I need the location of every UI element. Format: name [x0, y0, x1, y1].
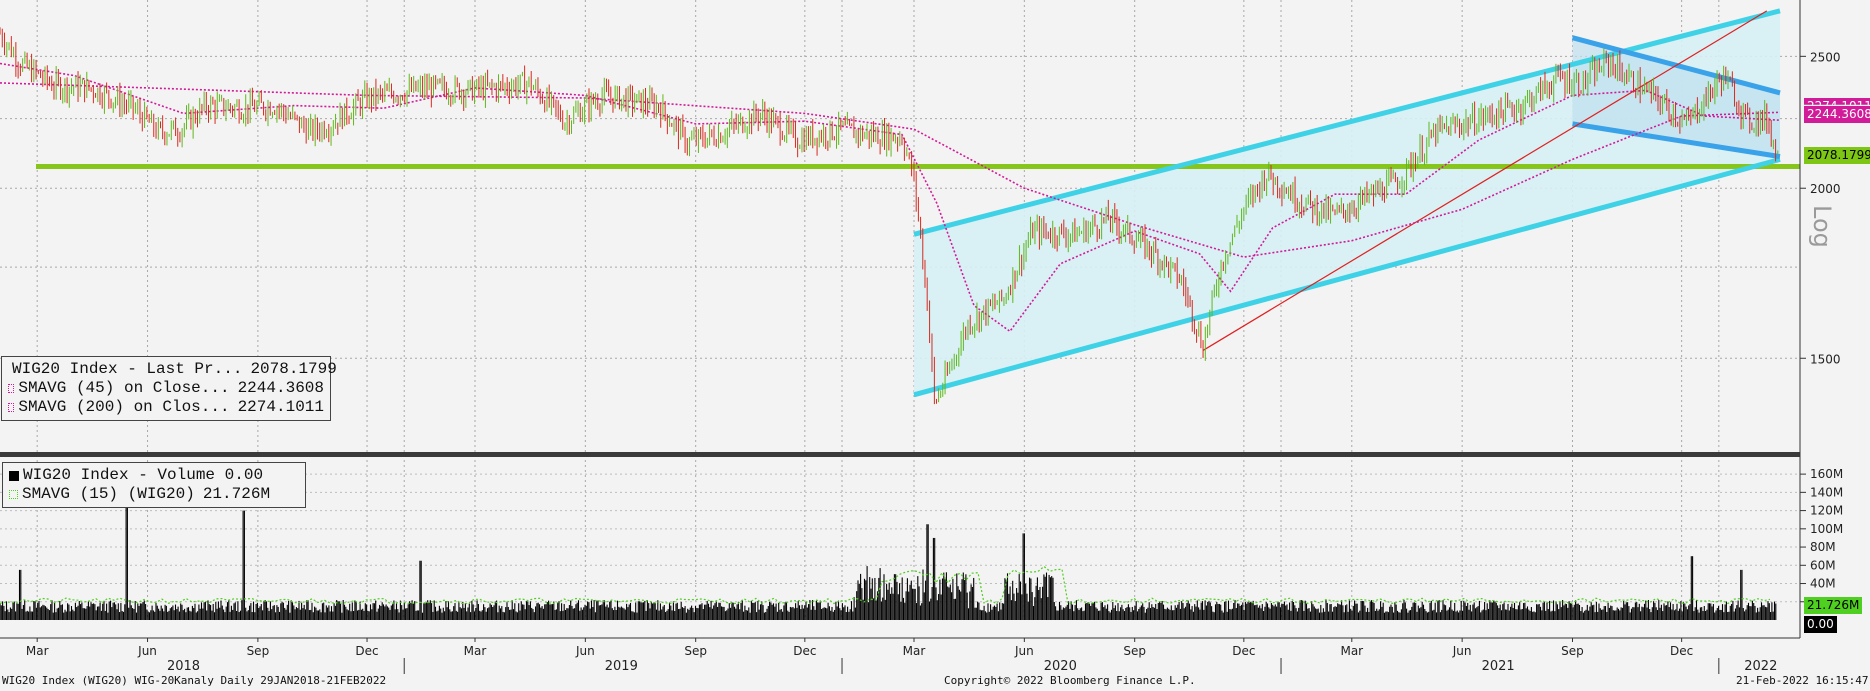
red-trendline	[1202, 10, 1768, 351]
x-tick-label: Dec	[793, 644, 816, 658]
legend-sma45-name: SMAVG (45) on Close...	[18, 379, 230, 397]
x-tick-label: Sep	[1561, 644, 1584, 658]
volume-bars	[0, 501, 1777, 620]
sma15-swatch-icon	[9, 490, 18, 499]
trend-channel-upper	[913, 8, 1781, 237]
legend-row-sma45: SMAVG (45) on Close... 2244.3608	[8, 379, 324, 398]
legend-row-volume: WIG20 Index - Volume 0.00	[9, 466, 299, 485]
vol-tick-label: 160M	[1810, 467, 1843, 481]
x-tick-label: Jun	[137, 644, 157, 658]
y-tick-label: 1500	[1810, 352, 1841, 366]
vol-tick-label: 60M	[1810, 558, 1836, 572]
vol-tick-label: 80M	[1810, 540, 1836, 554]
x-tick-label: Dec	[355, 644, 378, 658]
vol-tick-label: 120M	[1810, 504, 1843, 518]
y-tick-label: 2000	[1810, 182, 1841, 196]
x-year-label: 2019	[605, 659, 638, 674]
footer-center: Copyright© 2022 Bloomberg Finance L.P.	[944, 674, 1196, 687]
sma200-tag: 2274.1011	[1804, 98, 1870, 105]
sma45-swatch-icon	[8, 384, 15, 393]
x-tick-label: Mar	[464, 644, 487, 658]
axes: 15002000250020M40M60M80M100M120M140M160M…	[0, 0, 1843, 674]
x-tick-label: Mar	[903, 644, 926, 658]
footer-right: 21-Feb-2022 16:15:47	[1736, 674, 1869, 687]
legend-price-name: WIG20 Index - Last Pr...	[12, 360, 243, 378]
x-tick-label: Jun	[1014, 644, 1034, 658]
sma15-tag: 21.726M	[1804, 597, 1863, 614]
x-year-label: 2021	[1482, 659, 1515, 674]
legend-sma200-value: 2274.1011	[237, 398, 324, 416]
vol-tick-label: 140M	[1810, 485, 1843, 499]
legend-row-price: WIG20 Index - Last Pr... 2078.1799	[8, 360, 337, 379]
legend-sma200-name: SMAVG (200) on Clos...	[18, 398, 230, 416]
legend-sma15-value: 21.726M	[202, 485, 271, 503]
legend-row-sma15: SMAVG (15) (WIG20) 21.726M	[9, 485, 299, 504]
sma15-volume-line	[0, 565, 1771, 605]
x-tick-label: Jun	[1452, 644, 1472, 658]
trend-channel-lower	[913, 156, 1781, 398]
x-tick-label: Mar	[1340, 644, 1363, 658]
x-year-label: 2020	[1044, 659, 1077, 674]
x-tick-label: Dec	[1232, 644, 1255, 658]
x-tick-label: Sep	[684, 644, 707, 658]
volume-tag: 0.00	[1804, 616, 1837, 633]
volume-legend: WIG20 Index - Volume 0.00 SMAVG (15) (WI…	[2, 462, 306, 508]
price-series	[0, 27, 1781, 405]
x-year-label: 2018	[167, 659, 200, 674]
x-tick-label: Mar	[26, 644, 49, 658]
vol-tick-label: 100M	[1810, 522, 1843, 536]
panel-separator	[0, 452, 1800, 457]
trend-channel-fill	[913, 10, 1780, 395]
price-legend: WIG20 Index - Last Pr... 2078.1799 SMAVG …	[1, 356, 337, 421]
x-tick-label: Jun	[575, 644, 595, 658]
x-tick-label: Sep	[1123, 644, 1146, 658]
legend-price-value: 2078.1799	[250, 360, 337, 378]
volume-swatch-icon	[9, 470, 19, 481]
legend-volume-name: WIG20 Index - Volume 0.00	[23, 466, 264, 484]
legend-sma45-value: 2244.3608	[237, 379, 324, 397]
sma200-swatch-icon	[8, 403, 15, 412]
legend-sma15-name: SMAVG (15) (WIG20)	[22, 485, 195, 503]
y-tick-label: 2500	[1810, 50, 1841, 64]
x-year-label: 2022	[1744, 659, 1777, 674]
last-price-tag: 2078.1799	[1804, 147, 1870, 164]
legend-row-sma200: SMAVG (200) on Clos... 2274.1011	[8, 398, 324, 417]
sma45-tag: 2244.3608	[1804, 106, 1870, 123]
falling-channel-fill	[1572, 37, 1780, 157]
log-scale-label: Log	[1808, 205, 1836, 248]
vol-tick-label: 40M	[1810, 577, 1836, 591]
x-tick-label: Sep	[247, 644, 270, 658]
footer-left: WIG20 Index (WIG20) WIG-20Kanaly Daily 2…	[2, 674, 387, 687]
x-tick-label: Dec	[1670, 644, 1693, 658]
falling-channel-lower	[1572, 121, 1781, 160]
